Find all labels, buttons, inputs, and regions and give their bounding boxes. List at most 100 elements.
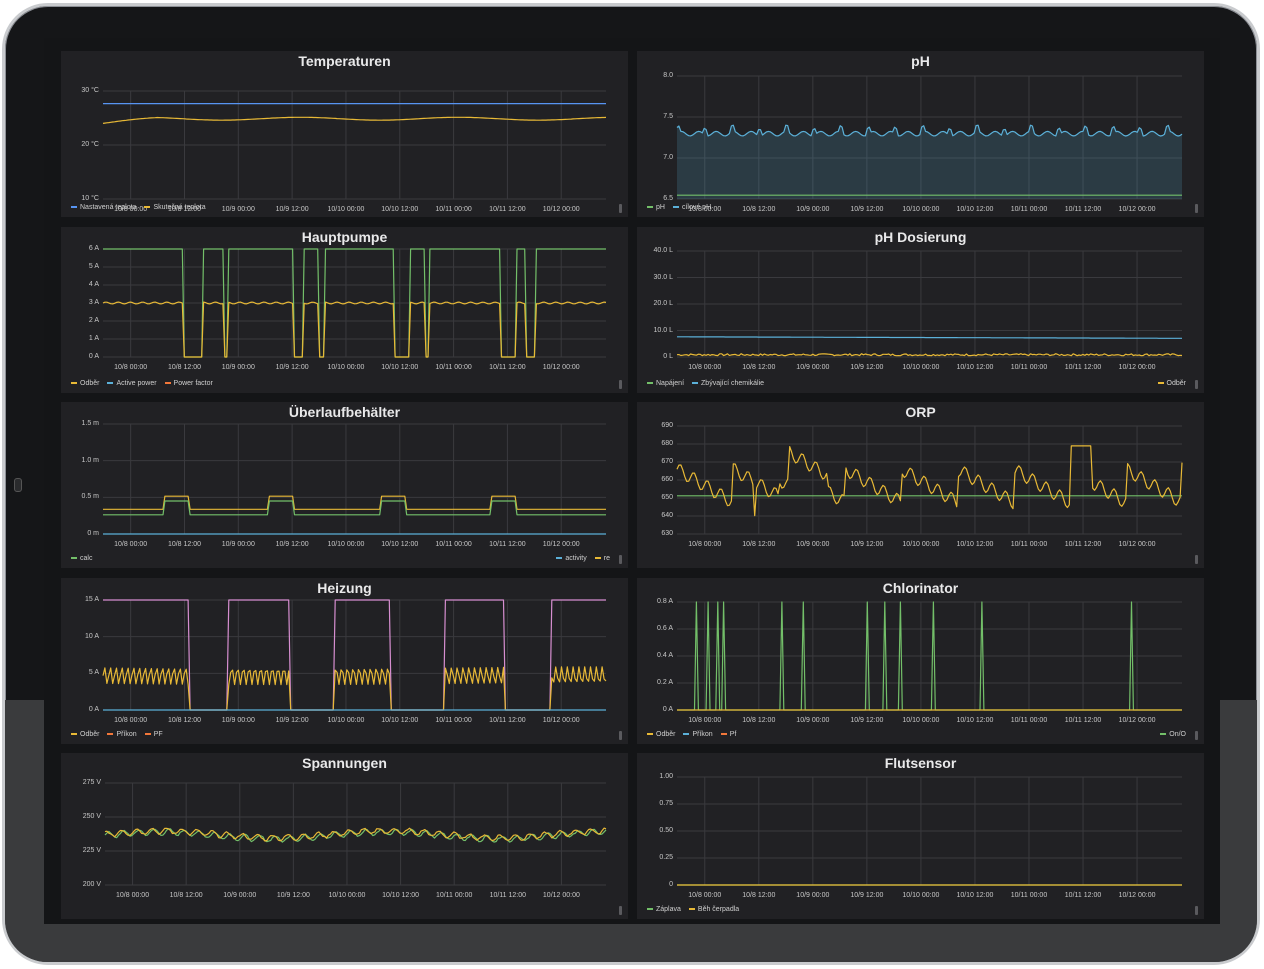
legend-right: activity re bbox=[556, 555, 618, 562]
x-tick-label: 10/10 12:00 bbox=[381, 206, 419, 213]
y-tick-label: 250 V bbox=[82, 813, 101, 820]
legend-item[interactable]: On/O bbox=[1160, 731, 1186, 738]
legend-item[interactable]: cílové pH bbox=[672, 204, 711, 211]
legend-item[interactable]: Běh čerpadla bbox=[688, 906, 739, 913]
legend-item[interactable]: Napájení bbox=[647, 380, 684, 387]
panel-title[interactable]: Flutsensor bbox=[884, 755, 957, 771]
series-line bbox=[676, 353, 1183, 357]
x-tick-label: 10/11 12:00 bbox=[489, 717, 526, 724]
legend-item[interactable]: Active power bbox=[107, 380, 157, 387]
side-button bbox=[14, 478, 22, 492]
x-tick-label: 10/9 12:00 bbox=[275, 364, 309, 371]
y-tick-label: 6.5 bbox=[663, 195, 673, 202]
chart-plot-ph[interactable] bbox=[637, 51, 1204, 217]
panel-title[interactable]: Chlorinator bbox=[882, 580, 959, 596]
x-tick-label: 10/8 12:00 bbox=[742, 892, 776, 899]
legend-item[interactable]: Pf bbox=[720, 731, 736, 738]
legend-item[interactable]: Skutečná teplota bbox=[144, 204, 206, 211]
legend-swatch-icon bbox=[647, 908, 653, 911]
x-tick-label: 10/10 12:00 bbox=[956, 364, 994, 371]
legend-item[interactable]: Příkon bbox=[683, 731, 713, 738]
y-tick-label: 30 °C bbox=[81, 87, 99, 94]
panel-chlorinator: Chlorinator 0.8 A 0.6 A 0.4 A 0.2 A 0 A 10/8 0… bbox=[637, 578, 1204, 744]
series-line bbox=[104, 828, 607, 843]
legend-item[interactable]: Odběr bbox=[647, 731, 675, 738]
series-line bbox=[102, 301, 607, 358]
series-line bbox=[676, 124, 1183, 137]
chart-plot-orp[interactable] bbox=[637, 402, 1204, 568]
panel-title[interactable]: ORP bbox=[905, 404, 936, 420]
legend: Odběr Příkon Pf bbox=[647, 731, 744, 738]
legend-swatch-icon bbox=[144, 206, 151, 209]
legend-item[interactable]: Zbývající chemikálie bbox=[692, 380, 764, 387]
x-tick-label: 10/11 00:00 bbox=[1010, 364, 1048, 371]
legend-item[interactable]: Záplava bbox=[647, 906, 681, 913]
x-tick-label: 10/11 00:00 bbox=[435, 364, 472, 371]
resize-handle[interactable] bbox=[1195, 380, 1198, 389]
x-tick-label: 10/11 12:00 bbox=[489, 364, 526, 371]
y-tick-label: 7.0 bbox=[663, 154, 673, 161]
x-tick-label: 10/12 00:00 bbox=[542, 206, 580, 213]
legend-item[interactable]: PF bbox=[144, 731, 163, 738]
legend-item[interactable]: activity bbox=[556, 555, 587, 562]
x-tick-label: 10/8 00:00 bbox=[688, 717, 722, 724]
panel-title[interactable]: Hauptpumpe bbox=[301, 229, 388, 245]
legend-item[interactable]: Odběr bbox=[1157, 380, 1186, 387]
chart-plot-ueberlauf[interactable] bbox=[61, 402, 628, 568]
resize-handle[interactable] bbox=[619, 906, 622, 915]
resize-handle[interactable] bbox=[619, 555, 622, 564]
chart-plot-spannungen[interactable] bbox=[61, 753, 628, 919]
panel-title[interactable]: pH bbox=[911, 53, 930, 69]
series-line bbox=[677, 336, 1182, 339]
legend-item[interactable]: Odběr bbox=[71, 731, 99, 738]
resize-handle[interactable] bbox=[1195, 555, 1198, 564]
x-tick-label: 10/9 00:00 bbox=[221, 717, 255, 724]
resize-handle[interactable] bbox=[619, 380, 622, 389]
legend-label: Odběr bbox=[1166, 380, 1186, 387]
legend-item[interactable]: Příkon bbox=[107, 731, 137, 738]
legend-right: Odběr bbox=[1157, 380, 1194, 387]
chart-plot-ph_dosierung[interactable] bbox=[637, 227, 1204, 393]
legend-item[interactable]: pH bbox=[647, 204, 665, 211]
y-tick-label: 5 A bbox=[88, 263, 99, 270]
x-tick-label: 10/9 00:00 bbox=[223, 892, 257, 899]
x-tick-label: 10/9 12:00 bbox=[850, 206, 884, 213]
legend-swatch-icon bbox=[594, 557, 601, 560]
dashboard-screen: Temperaturen 30 °C 20 °C 10 °C 10/8 00:00 10/… bbox=[44, 38, 1220, 924]
x-tick-label: 10/11 12:00 bbox=[1064, 892, 1102, 899]
panel-title[interactable]: Temperaturen bbox=[298, 53, 391, 69]
x-tick-label: 10/12 00:00 bbox=[542, 541, 580, 548]
legend-swatch-icon bbox=[107, 382, 114, 385]
x-tick-label: 10/12 00:00 bbox=[1118, 541, 1156, 548]
x-tick-label: 10/11 12:00 bbox=[1064, 717, 1102, 724]
resize-handle[interactable] bbox=[1195, 906, 1198, 915]
resize-handle[interactable] bbox=[619, 204, 622, 213]
resize-handle[interactable] bbox=[1195, 731, 1198, 740]
legend-item[interactable]: Nastavená teplota bbox=[71, 204, 136, 211]
x-tick-label: 10/8 00:00 bbox=[114, 717, 148, 724]
x-tick-label: 10/9 00:00 bbox=[796, 541, 830, 548]
x-tick-label: 10/8 00:00 bbox=[116, 892, 150, 899]
legend-item[interactable]: calc bbox=[71, 555, 92, 562]
resize-handle[interactable] bbox=[1195, 204, 1198, 213]
chart-plot-flutsensor[interactable] bbox=[637, 753, 1204, 919]
legend-item[interactable]: re bbox=[594, 555, 610, 562]
chart-plot-chlorinator[interactable] bbox=[637, 578, 1204, 744]
chart-plot-hauptpumpe[interactable] bbox=[61, 227, 628, 393]
legend-item[interactable]: Odběr bbox=[71, 380, 99, 387]
panel-title[interactable]: Spannungen bbox=[302, 755, 387, 771]
y-tick-label: 0.5 m bbox=[81, 493, 99, 501]
panel-title[interactable]: Heizung bbox=[317, 580, 372, 596]
legend-label: pH bbox=[656, 204, 665, 211]
y-tick-label: 670 bbox=[661, 458, 673, 465]
y-tick-label: 30.0 L bbox=[653, 273, 673, 281]
legend-item[interactable]: Power factor bbox=[164, 380, 213, 387]
chart-plot-heizung[interactable] bbox=[61, 578, 628, 744]
panel-title[interactable]: Überlaufbehälter bbox=[288, 404, 401, 420]
panel-title[interactable]: pH Dosierung bbox=[874, 229, 967, 245]
resize-handle[interactable] bbox=[619, 731, 622, 740]
chart-plot-temperaturen[interactable] bbox=[61, 51, 628, 217]
legend-swatch-icon bbox=[647, 733, 653, 736]
x-tick-label: 10/10 12:00 bbox=[382, 892, 420, 899]
legend: Napájení Zbývající chemikálie bbox=[647, 380, 772, 387]
